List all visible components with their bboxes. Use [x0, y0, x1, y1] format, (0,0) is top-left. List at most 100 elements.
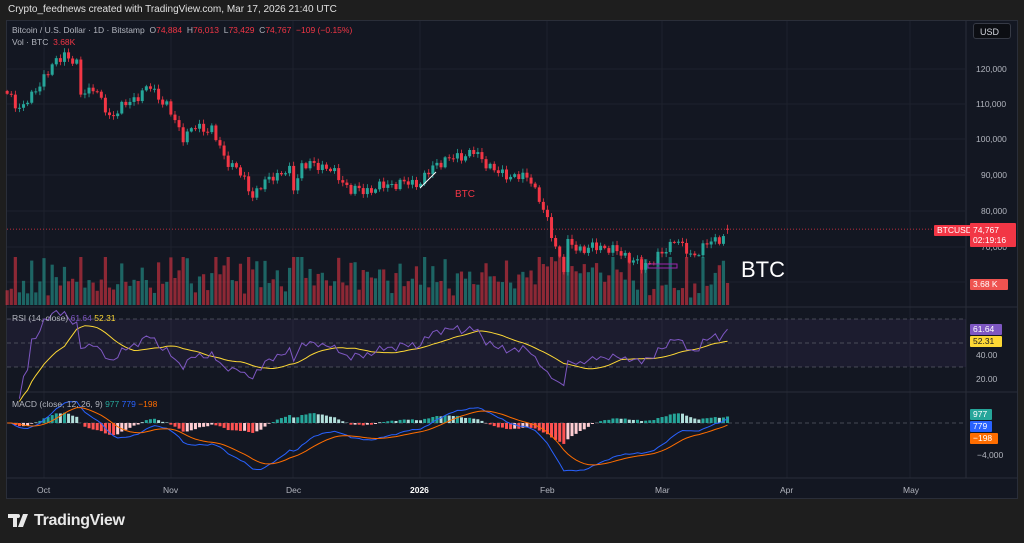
macd-tag: 779 — [970, 421, 992, 432]
candle-body — [38, 86, 42, 92]
macd-histogram-bar — [721, 417, 725, 423]
macd-histogram-bar — [570, 423, 574, 437]
volume-bar — [639, 257, 644, 305]
macd-histogram-bar — [210, 423, 214, 425]
candle-body — [95, 91, 99, 93]
volume-bar — [185, 258, 189, 305]
macd-histogram-bar — [631, 419, 635, 423]
volume-bar — [423, 257, 427, 305]
macd-histogram-bar — [410, 419, 414, 423]
volume-bar — [271, 279, 275, 305]
macd-histogram-bar — [709, 417, 713, 423]
macd-histogram-bar — [361, 423, 365, 426]
low-value: 73,429 — [228, 25, 255, 35]
volume-bar — [594, 263, 599, 305]
macd-histogram-bar — [459, 417, 463, 423]
volume-bar — [570, 266, 574, 305]
candle-body — [218, 140, 222, 146]
volume-bar — [345, 285, 349, 305]
volume-bar — [304, 277, 308, 305]
btc-annotation-small[interactable]: BTC — [455, 189, 475, 200]
btc-annotation-large[interactable]: BTC — [741, 257, 785, 282]
trend-line-drawing — [419, 171, 437, 189]
macd-histogram-bar — [386, 421, 390, 423]
candle-body — [189, 128, 193, 132]
volume-bar — [492, 276, 496, 305]
volume-bar — [287, 267, 292, 305]
rsi-ma-line — [18, 325, 728, 402]
macd-histogram-bar — [26, 423, 30, 426]
macd-histogram-bar — [652, 420, 656, 423]
macd-histogram-bar — [582, 423, 586, 430]
volume-tag: 3.68 K — [970, 279, 1008, 290]
macd-histogram-bar — [193, 423, 197, 430]
candle-body — [238, 167, 242, 176]
macd-histogram-bar — [472, 418, 476, 423]
volume-bar — [676, 290, 681, 305]
macd-histogram-bar — [455, 415, 459, 423]
tradingview-logo: TradingView — [8, 512, 125, 530]
candle-body — [308, 161, 312, 169]
candle-body — [234, 163, 238, 168]
candle-body — [402, 179, 406, 182]
volume-bar — [202, 274, 206, 305]
volume-bar — [251, 269, 255, 305]
macd-histogram-bar — [71, 415, 75, 423]
volume-bar — [435, 282, 439, 305]
candle-body — [386, 184, 390, 188]
volume-bar — [664, 284, 668, 305]
volume-bar — [500, 282, 505, 305]
macd-histogram-bar — [296, 417, 300, 423]
volume-bar — [496, 281, 500, 305]
candle-body — [644, 262, 648, 270]
macd-histogram-bar — [67, 413, 71, 423]
candle-body — [357, 185, 361, 189]
candle-body — [288, 165, 292, 174]
volume-bar — [660, 285, 664, 305]
volume-bar — [30, 260, 34, 305]
macd-histogram-bar — [198, 423, 202, 428]
volume-bar — [521, 271, 525, 305]
macd-histogram-bar — [648, 420, 652, 423]
macd-histogram-bar — [271, 421, 275, 423]
volume-bar — [631, 280, 635, 305]
macd-histogram-bar — [521, 423, 525, 428]
candle-body — [230, 163, 234, 167]
candle-body — [570, 238, 574, 245]
volume-bar — [476, 284, 480, 305]
macd-histogram-bar — [513, 423, 517, 429]
candle-body — [689, 253, 693, 255]
candle-body — [329, 168, 333, 172]
candle-body — [275, 173, 279, 181]
candle-body — [34, 91, 38, 93]
volume-bar — [468, 271, 472, 305]
open-label: O — [149, 25, 157, 35]
macd-histogram-bar — [349, 423, 353, 425]
last-price-tag: 74,767 02:19:16 — [970, 223, 1016, 247]
candle-body — [128, 101, 132, 106]
macd-histogram-bar — [333, 417, 337, 423]
volume-bar — [529, 270, 533, 305]
candle-body — [668, 241, 672, 253]
candle-body — [206, 131, 210, 133]
volume-bar — [373, 278, 378, 305]
candle-body — [595, 242, 599, 251]
macd-histogram-bar — [120, 423, 124, 432]
currency-button[interactable]: USD — [973, 23, 1011, 39]
candle-body — [701, 243, 705, 256]
volume-bar — [353, 262, 357, 305]
volume-bar — [46, 295, 50, 305]
macd-histogram-bar — [685, 415, 689, 423]
rsi-value-tag: 61.64 — [970, 324, 1002, 335]
volume-bar — [140, 267, 144, 305]
chart-frame[interactable] — [6, 20, 1018, 499]
candle-body — [615, 245, 619, 252]
volume-bar — [148, 287, 153, 305]
macd-histogram-bar — [214, 423, 218, 426]
candle-body — [607, 248, 611, 253]
candle-body — [382, 181, 386, 188]
candle-body — [672, 241, 676, 243]
macd-histogram-bar — [22, 423, 26, 427]
candle-body — [345, 182, 349, 185]
